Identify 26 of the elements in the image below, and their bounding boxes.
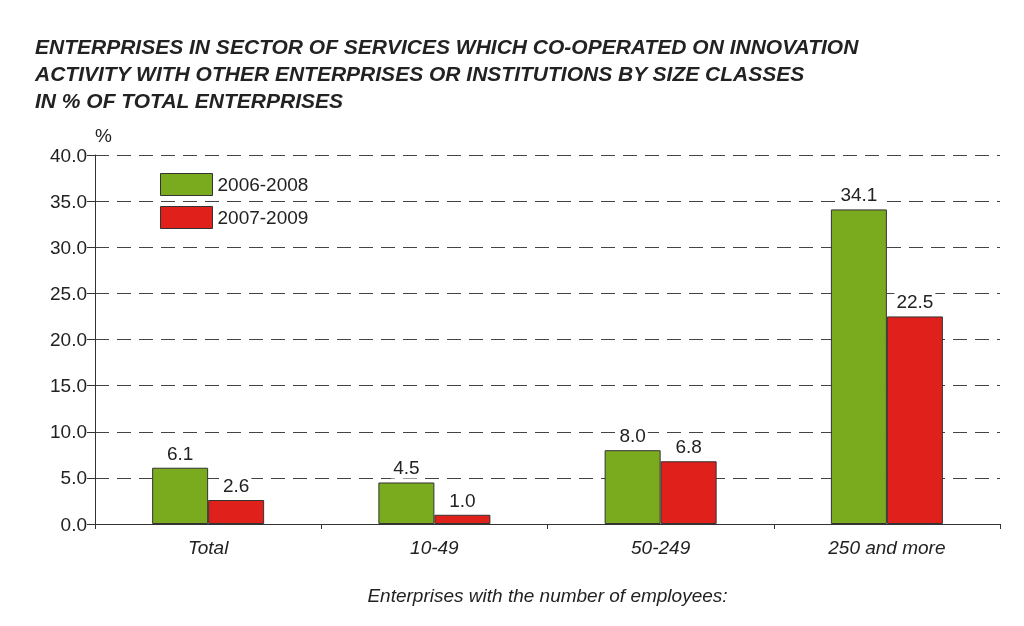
y-tick-label: 25.0 bbox=[50, 282, 87, 304]
y-tick-label: 20.0 bbox=[50, 329, 87, 350]
y-tick-label: 15.0 bbox=[50, 375, 87, 397]
data-label: 6.1 bbox=[166, 442, 194, 464]
legend-label: 2006-2008 bbox=[217, 174, 309, 195]
y-tick-label: 10.0 bbox=[50, 421, 87, 443]
y-tick-label: 0.0 bbox=[60, 513, 87, 535]
x-tick-label: 10-49 bbox=[410, 537, 460, 558]
y-tick-label: 30.0 bbox=[50, 236, 87, 258]
x-axis-title: Enterprises with the number of employees: bbox=[367, 585, 728, 606]
data-label: 1.0 bbox=[449, 489, 476, 511]
data-label: 6.8 bbox=[675, 436, 702, 458]
data-label: 4.5 bbox=[393, 457, 420, 479]
legend-label: 2007-2009 bbox=[217, 207, 309, 228]
x-tick-label: 250 and more bbox=[827, 537, 946, 558]
data-label: 34.1 bbox=[840, 184, 878, 206]
y-tick-label: 35.0 bbox=[50, 190, 87, 212]
data-label: 8.0 bbox=[619, 425, 646, 447]
data-label: 2.6 bbox=[222, 475, 250, 497]
data-label: 22.5 bbox=[896, 291, 934, 313]
x-tick-label: 50-249 bbox=[631, 537, 691, 558]
y-tick-label: 40.0 bbox=[50, 144, 87, 166]
chart-title: ENTERPRISES IN SECTOR OF SERVICES WHICH CO-OPERATED ON INNOVATION ACTIVITY WITH OTHER ENTERPRISES OR INSTITUTIONS BY SIZE CLASSES IN % OF TOTAL ENTERPRISES bbox=[34, 35, 860, 112]
y-axis-title: % bbox=[95, 125, 112, 146]
y-tick-label: 5.0 bbox=[60, 467, 87, 489]
x-tick-label: Total bbox=[187, 537, 230, 558]
